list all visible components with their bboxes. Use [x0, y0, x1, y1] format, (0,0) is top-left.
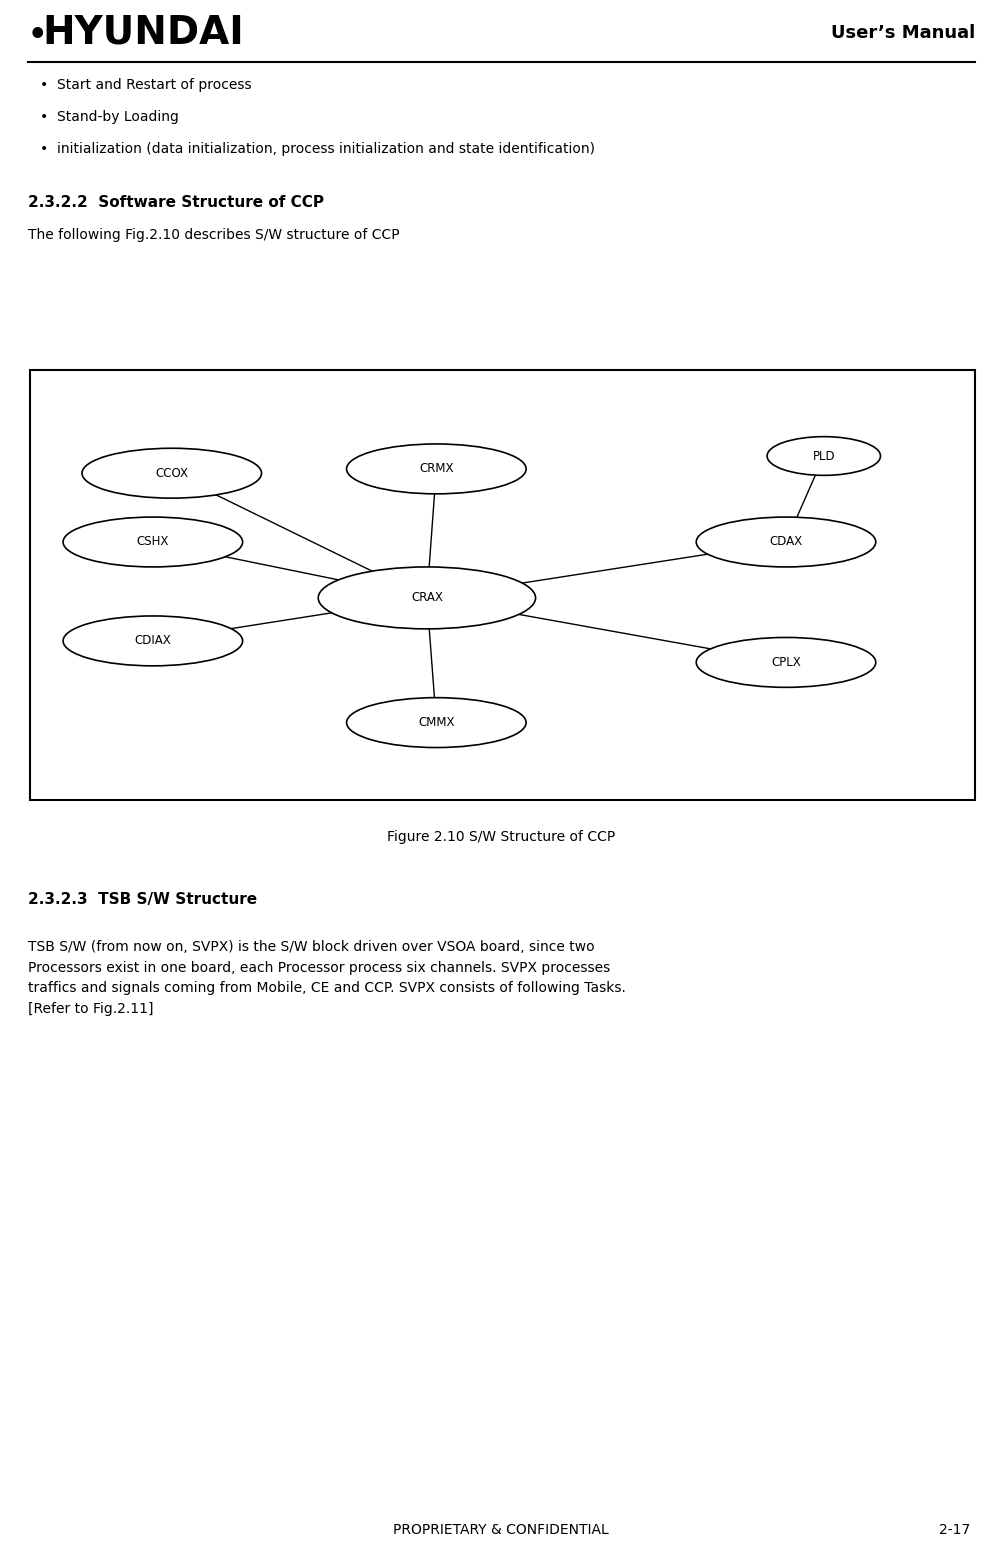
Ellipse shape	[347, 697, 526, 747]
Ellipse shape	[347, 443, 526, 493]
Bar	[30, 370, 975, 800]
Text: •: •	[28, 20, 47, 50]
Text: CRAX: CRAX	[411, 591, 443, 604]
Text: The following Fig.2.10 describes S/W structure of CCP: The following Fig.2.10 describes S/W str…	[28, 229, 400, 243]
Text: •  Start and Restart of process: • Start and Restart of process	[40, 78, 252, 92]
Text: CPLX: CPLX	[772, 657, 801, 669]
Text: 2-17: 2-17	[939, 1523, 970, 1537]
Text: Figure 2.10 S/W Structure of CCP: Figure 2.10 S/W Structure of CCP	[387, 829, 615, 843]
Text: CCOX: CCOX	[155, 467, 188, 479]
Text: CDIAX: CDIAX	[134, 635, 171, 647]
Ellipse shape	[696, 638, 876, 688]
Text: HYUNDAΙ: HYUNDAΙ	[42, 14, 243, 51]
Ellipse shape	[63, 517, 242, 566]
Text: •  initialization (data initialization, process initialization and state identif: • initialization (data initialization, p…	[40, 142, 595, 156]
Text: 2.3.2.3  TSB S/W Structure: 2.3.2.3 TSB S/W Structure	[28, 892, 258, 907]
Ellipse shape	[696, 517, 876, 566]
Ellipse shape	[319, 566, 536, 629]
Text: PLD: PLD	[813, 450, 835, 462]
Text: CDAX: CDAX	[770, 535, 803, 549]
Text: CSHX: CSHX	[136, 535, 169, 549]
Text: CMMX: CMMX	[418, 716, 455, 730]
Text: •  Stand-by Loading: • Stand-by Loading	[40, 110, 179, 124]
Text: PROPRIETARY & CONFIDENTIAL: PROPRIETARY & CONFIDENTIAL	[393, 1523, 609, 1537]
Ellipse shape	[63, 616, 242, 666]
Text: TSB S/W (from now on, SVPX) is the S/W block driven over VSOA board, since two
P: TSB S/W (from now on, SVPX) is the S/W b…	[28, 940, 626, 1016]
Text: User’s Manual: User’s Manual	[831, 23, 975, 42]
Text: 2.3.2.2  Software Structure of CCP: 2.3.2.2 Software Structure of CCP	[28, 194, 324, 210]
Text: CRMX: CRMX	[419, 462, 454, 476]
Ellipse shape	[768, 437, 881, 475]
Ellipse shape	[82, 448, 262, 498]
